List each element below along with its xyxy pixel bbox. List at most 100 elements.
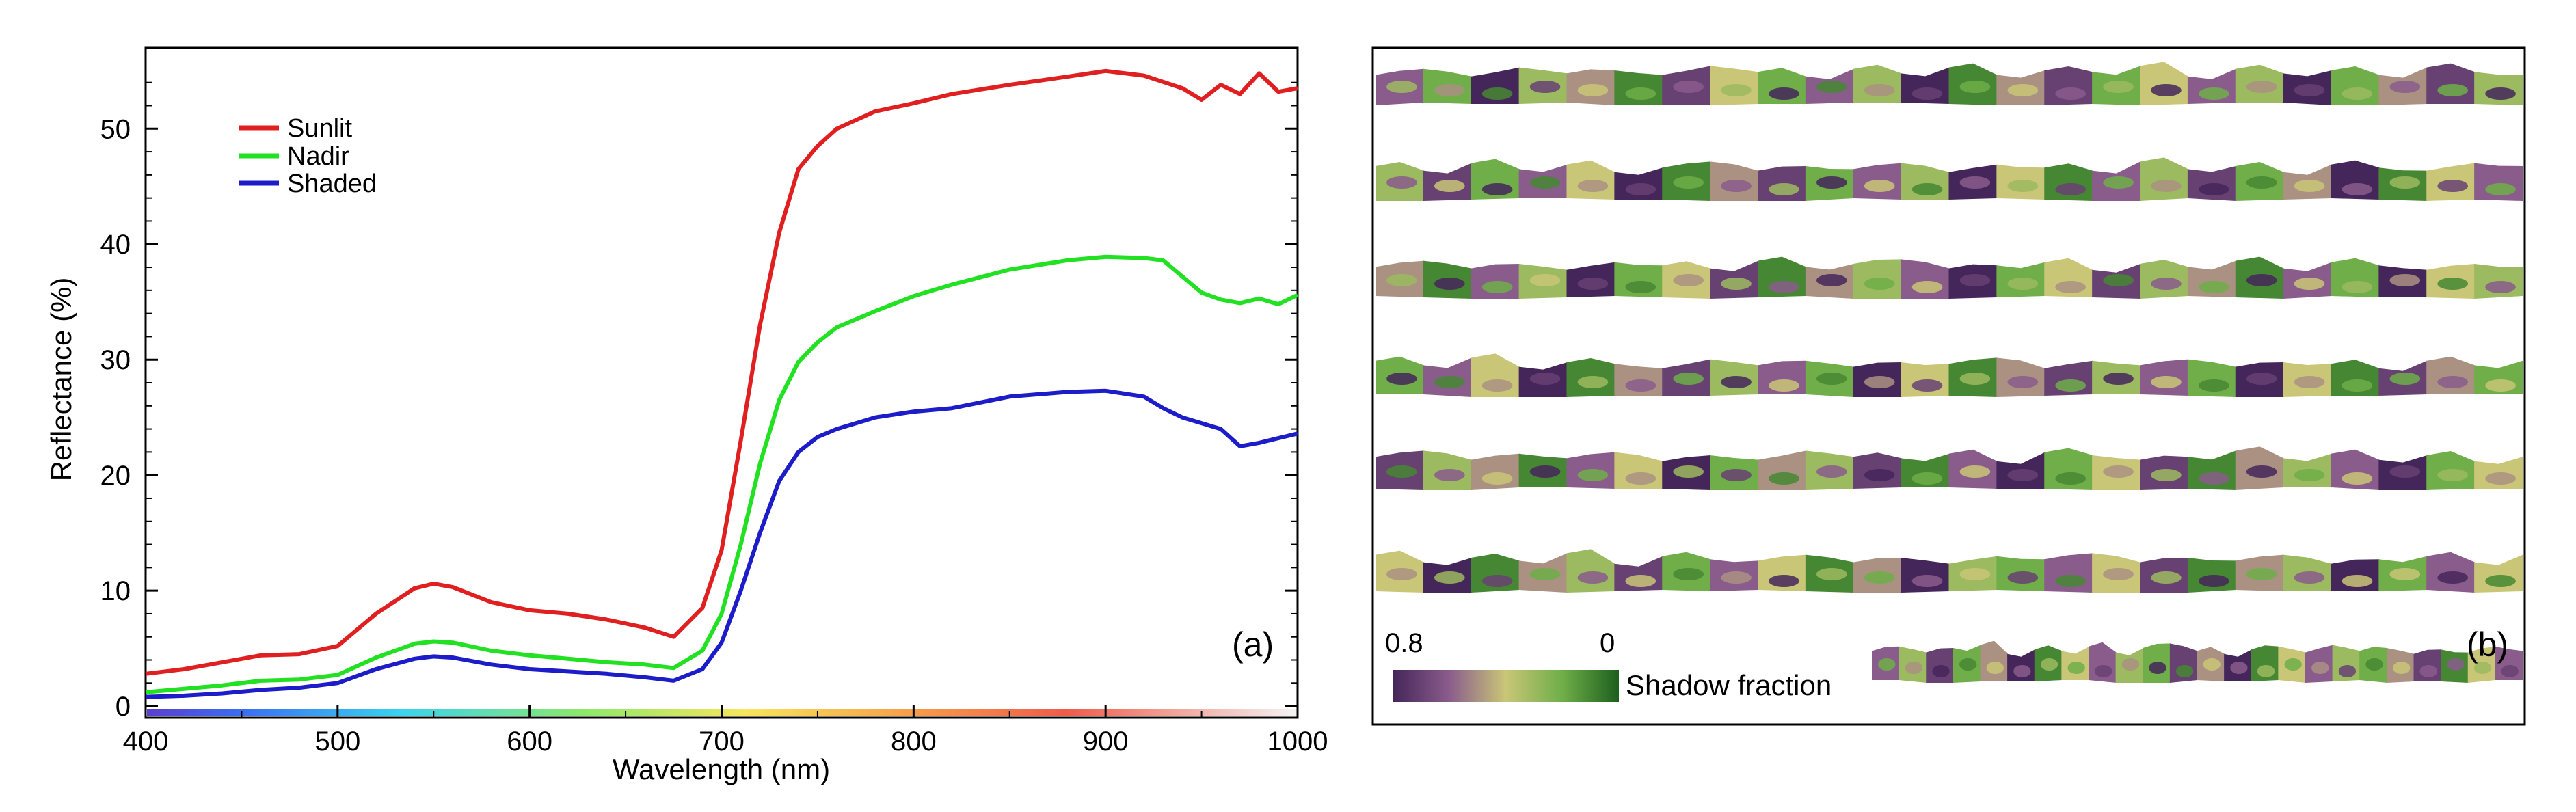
x-axis-label: Wavelength (nm) [613, 753, 830, 785]
colorbar [1393, 670, 1619, 702]
canopy-patch [1721, 84, 1752, 96]
y-tick-label: 40 [100, 230, 131, 260]
canopy-patch [2342, 281, 2373, 293]
canopy-patch [1625, 575, 1656, 587]
canopy-patch [1864, 469, 1895, 481]
canopy-patch [1911, 183, 1943, 195]
canopy-patch [1434, 376, 1465, 388]
canopy-patch [2389, 81, 2421, 93]
canopy-patch [2365, 658, 2383, 671]
legend-label-nadir: Nadir [287, 142, 349, 171]
canopy-row [1376, 549, 2523, 593]
canopy-row [1376, 353, 2523, 397]
canopy-patch [1434, 278, 1465, 290]
canopy-patch [2151, 278, 2182, 290]
canopy-patch [2055, 87, 2087, 100]
canopy-patch [1386, 274, 1417, 286]
canopy-patch [2198, 575, 2229, 587]
canopy-patch [2067, 662, 2085, 674]
canopy-patch [1959, 465, 1991, 478]
canopy-patch [1816, 81, 1847, 93]
canopy-patch [1769, 472, 1799, 485]
canopy-patch [1529, 568, 1561, 580]
series-line-nadir [145, 254, 1299, 694]
canopy-patch [2198, 379, 2229, 392]
y-tick-label: 50 [100, 114, 131, 144]
canopy-patch [2246, 274, 2277, 286]
canopy-patch [1673, 568, 1704, 580]
canopy-patch [2103, 465, 2134, 478]
canopy-patch [2246, 373, 2277, 385]
canopy-patch [2246, 568, 2277, 580]
canopy-patch [1959, 568, 1991, 580]
canopy-patch [1434, 180, 1465, 192]
canopy-patch [2437, 278, 2469, 290]
canopy-patch [2055, 575, 2087, 587]
canopy-row [1376, 446, 2523, 490]
canopy-patch [1577, 278, 1609, 290]
canopy-patch [1769, 379, 1799, 392]
canopy-patch [2103, 274, 2134, 286]
canopy-patch [1434, 469, 1465, 481]
canopy-patch [2151, 180, 2182, 192]
canopy-patch [2151, 84, 2182, 96]
canopy-patch [1529, 176, 1561, 189]
canopy-row [1376, 256, 2523, 299]
canopy-patch [2121, 658, 2140, 671]
x-tick-label: 1000 [1267, 727, 1328, 757]
canopy-row [1376, 157, 2523, 201]
canopy-patch [2013, 665, 2031, 677]
canopy-patch [1481, 87, 1513, 100]
canopy-patch [2257, 665, 2275, 677]
canopy-patch [2246, 176, 2277, 189]
canopy-patch [1986, 662, 2004, 674]
canopy-patch [1905, 662, 1923, 674]
canopy-patch [2338, 665, 2357, 677]
canopy-patch [1816, 568, 1847, 580]
canopy-patch [2151, 469, 2182, 481]
canopy-patch [1864, 376, 1895, 388]
canopy-patch [1577, 180, 1609, 192]
canopy-patch [1481, 472, 1513, 485]
canopy-patch [2485, 575, 2516, 587]
canopy-row [1376, 62, 2523, 105]
canopy-patch [2151, 571, 2182, 584]
canopy-patch [2485, 183, 2516, 195]
panel-a-spectra: 400 500 600 700 800 900 1000 0 10 20 30 40 50 Sunlit… [45, 46, 1328, 785]
x-tick-label: 800 [891, 727, 937, 757]
canopy-patch [2203, 658, 2221, 671]
canopy-patch [2294, 84, 2325, 96]
canopy-patch [1721, 469, 1752, 481]
canopy-patch [2246, 81, 2277, 93]
canopy-patch [2437, 571, 2469, 584]
panel-label-b: (b) [2467, 625, 2508, 664]
canopy-patch [1386, 465, 1417, 478]
canopy-patch [2294, 376, 2325, 388]
canopy-patch [1816, 465, 1847, 478]
canopy-patch [2389, 373, 2421, 385]
canopy-patch [1625, 87, 1656, 100]
canopy-patch [1769, 183, 1799, 195]
canopy-patch [1529, 465, 1561, 478]
panel-label-a: (a) [1232, 625, 1274, 664]
x-tick-label: 600 [507, 727, 552, 757]
canopy-patch [1481, 379, 1513, 392]
canopy-patch [1577, 571, 1609, 584]
canopy-patch [1959, 81, 1991, 93]
canopy-patch [2485, 281, 2516, 293]
canopy-patch [2246, 465, 2277, 478]
canopy-patch [2055, 379, 2087, 392]
canopy-patch [2389, 176, 2421, 189]
x-tick-label: 700 [699, 727, 744, 757]
canopy-patch [1673, 465, 1704, 478]
canopy-patch [1721, 571, 1752, 584]
canopy-patch [1577, 469, 1609, 481]
canopy-patch [1625, 281, 1656, 293]
canopy-patch [1673, 373, 1704, 385]
canopy-patch [1769, 281, 1799, 293]
canopy-patch [1721, 376, 1752, 388]
canopy-patch [2311, 662, 2329, 674]
canopy-patch [2103, 176, 2134, 189]
canopy-patch [2151, 376, 2182, 388]
